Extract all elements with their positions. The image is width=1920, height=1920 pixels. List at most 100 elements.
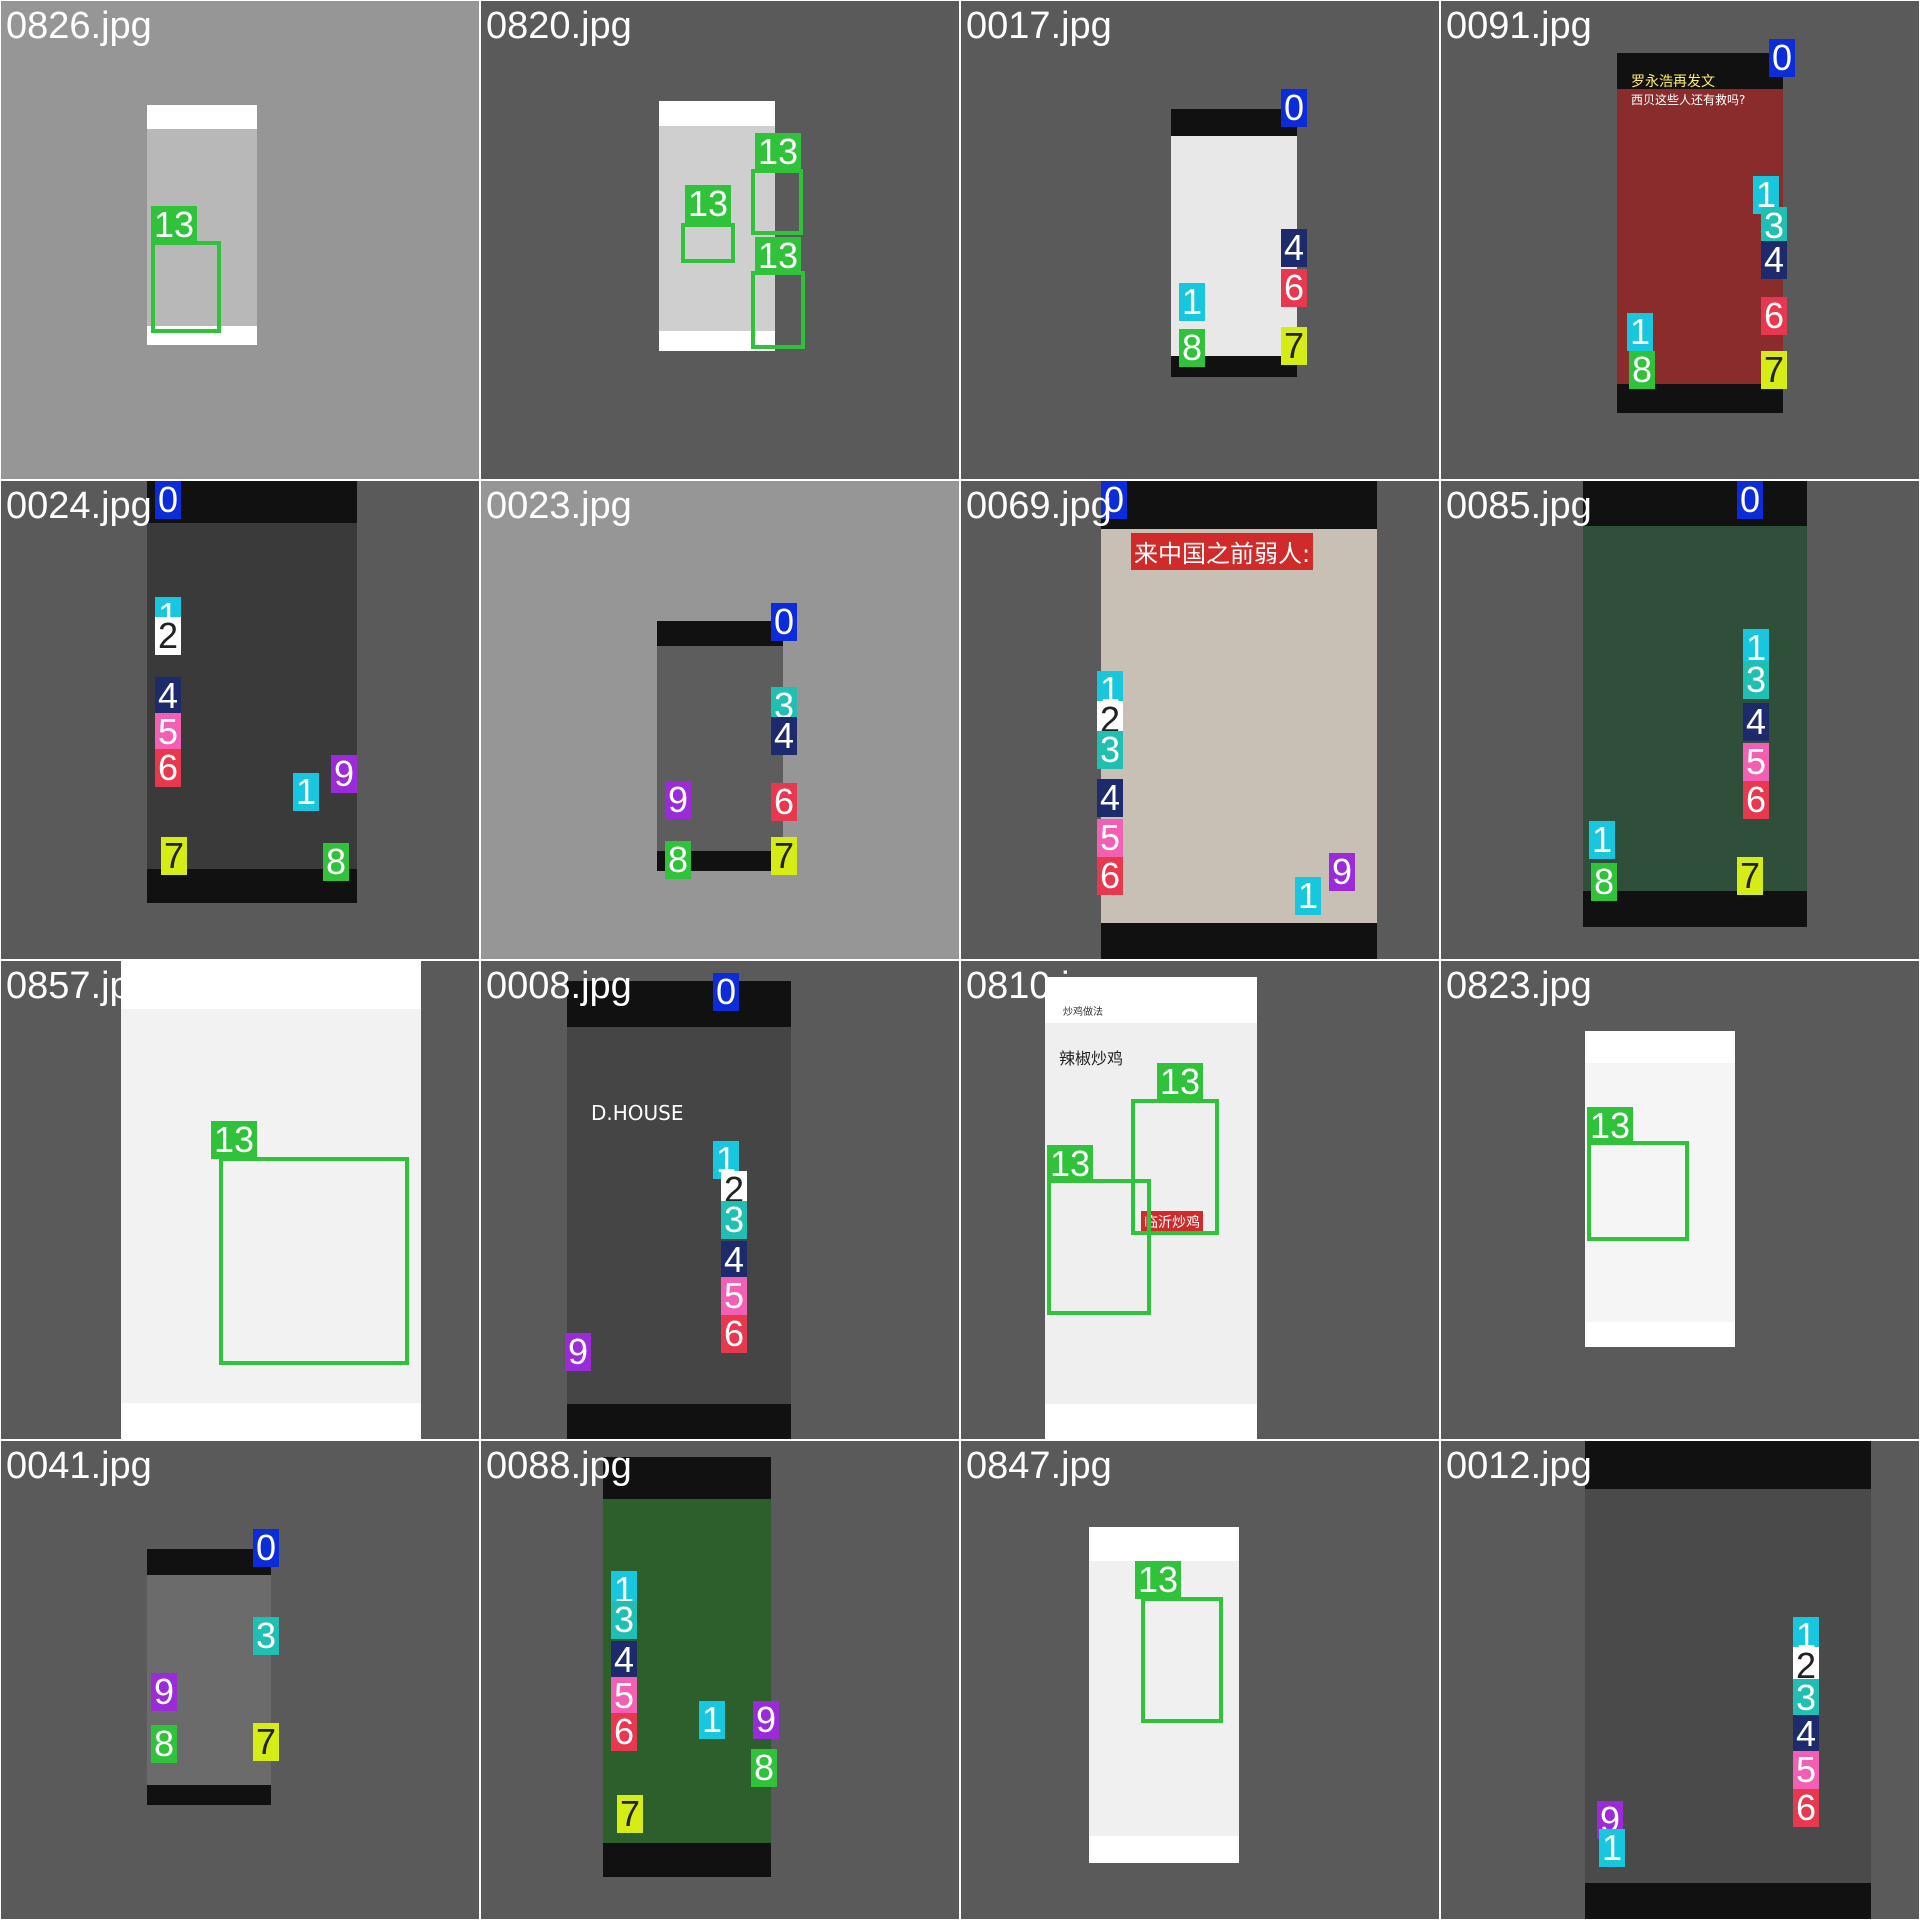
- class-label-badge: 0: [713, 973, 740, 1011]
- phone-screenshot: [1045, 977, 1257, 1439]
- file-name-label: 0085.jpg: [1446, 485, 1592, 527]
- phone-screenshot: [567, 981, 791, 1439]
- class-label-badge: 13: [1135, 1561, 1182, 1599]
- screenshot-tile: 13 0823.jpg: [1440, 960, 1920, 1440]
- class-label-badge: 5: [155, 713, 182, 751]
- class-label-badge: 8: [1591, 863, 1618, 901]
- class-label-badge: 13: [685, 185, 732, 223]
- status-bar: [1171, 109, 1297, 136]
- file-name-label: 0088.jpg: [486, 1445, 632, 1487]
- file-name-label: 0069.jpg: [966, 485, 1112, 527]
- class-label-badge: 3: [1743, 661, 1770, 699]
- detection-box: [1587, 1141, 1689, 1241]
- detection-box: [751, 271, 805, 349]
- bottom-nav-bar: [567, 1404, 791, 1439]
- bottom-nav-bar: [1583, 891, 1807, 927]
- class-label-badge: 4: [1761, 241, 1788, 279]
- status-bar: [659, 101, 775, 126]
- screenshot-tile: 0 1 2 4 5 6 9 1 7 8 0024.jpg: [0, 480, 480, 960]
- bottom-nav-bar: [121, 1402, 421, 1439]
- class-label-badge: 3: [1761, 207, 1788, 245]
- class-label-badge: 8: [665, 841, 692, 879]
- phone-screenshot: [147, 481, 357, 903]
- phone-screenshot: [121, 961, 421, 1439]
- class-label-badge: 4: [771, 717, 798, 755]
- class-label-badge: 9: [665, 781, 692, 819]
- bottom-nav-bar: [659, 331, 775, 351]
- class-label-badge: 6: [1743, 781, 1770, 819]
- screenshot-tile: 0 1 3 4 5 6 1 8 7 0085.jpg: [1440, 480, 1920, 960]
- class-label-badge: 0: [155, 481, 182, 519]
- screenshot-tile: 13 0847.jpg: [960, 1440, 1440, 1920]
- class-label-badge: 9: [565, 1333, 592, 1371]
- class-label-badge: 4: [1743, 703, 1770, 741]
- class-label-badge: 5: [1793, 1751, 1820, 1789]
- bottom-nav-bar: [1585, 1882, 1871, 1919]
- detection-box: [681, 223, 735, 263]
- phone-screenshot: [1617, 53, 1783, 413]
- class-label-badge: 8: [751, 1749, 778, 1787]
- status-bar: [121, 961, 421, 1009]
- status-bar: [603, 1457, 771, 1499]
- class-label-badge: 1: [1179, 283, 1206, 321]
- phone-screenshot: [1583, 481, 1807, 927]
- status-bar: [1089, 1527, 1239, 1561]
- class-label-badge: 4: [1793, 1715, 1820, 1753]
- screenshot-tile: 0 1 2 3 4 5 6 9 1 0069.jpg 来中国之前弱人:: [960, 480, 1440, 960]
- bottom-nav-bar: [1089, 1836, 1239, 1863]
- screenshot-tile: 1 3 4 5 6 7 9 1 8 0088.jpg: [480, 1440, 960, 1920]
- class-label-badge: 6: [721, 1315, 748, 1353]
- bottom-nav-bar: [147, 1784, 271, 1805]
- class-label-badge: 13: [211, 1121, 258, 1159]
- screen-caption: 临沂炒鸡: [1141, 1211, 1203, 1233]
- screen-caption: D.HOUSE: [591, 1101, 684, 1125]
- screen-caption: 西贝这些人还有救吗?: [1631, 93, 1746, 107]
- class-label-badge: 6: [1097, 857, 1124, 895]
- class-label-badge: 5: [1097, 819, 1124, 857]
- status-bar: [657, 621, 783, 646]
- class-label-badge: 13: [151, 206, 198, 244]
- class-label-badge: 1: [699, 1701, 726, 1739]
- class-label-badge: 8: [323, 843, 350, 881]
- screenshot-tile: 13 13 0810.jpg 炒鸡做法 辣椒炒鸡 临沂炒鸡: [960, 960, 1440, 1440]
- class-label-badge: 9: [1329, 853, 1356, 891]
- class-label-badge: 0: [253, 1529, 280, 1567]
- screenshot-tile: 13 0826.jpg: [0, 0, 480, 480]
- class-label-badge: 5: [721, 1277, 748, 1315]
- class-label-badge: 6: [771, 783, 798, 821]
- class-label-badge: 13: [1047, 1145, 1094, 1183]
- detection-box: [1131, 1099, 1219, 1235]
- class-label-badge: 0: [771, 603, 798, 641]
- screenshot-tile: 0 1 8 7 6 4 0017.jpg: [960, 0, 1440, 480]
- screenshot-tile: 0 3 4 6 9 8 7 0023.jpg: [480, 480, 960, 960]
- detection-box: [751, 169, 803, 235]
- class-label-badge: 4: [1281, 229, 1308, 267]
- class-label-badge: 3: [721, 1201, 748, 1239]
- class-label-badge: 0: [1281, 89, 1308, 127]
- class-label-badge: 1: [1743, 629, 1770, 667]
- file-name-label: 0826.jpg: [6, 5, 152, 47]
- class-label-badge: 13: [755, 133, 802, 171]
- file-name-label: 0017.jpg: [966, 5, 1112, 47]
- phone-screenshot: [1585, 1441, 1871, 1919]
- class-label-badge: 8: [1629, 351, 1656, 389]
- file-name-label: 0823.jpg: [1446, 965, 1592, 1007]
- detection-box: [151, 241, 221, 333]
- bottom-nav-bar: [1617, 384, 1783, 413]
- class-label-badge: 9: [331, 755, 358, 793]
- class-label-badge: 13: [1157, 1063, 1204, 1101]
- screen-caption: 罗永浩再发文: [1631, 74, 1715, 90]
- class-label-badge: 8: [1179, 329, 1206, 367]
- status-bar: [1583, 481, 1807, 526]
- class-label-badge: 1: [1627, 313, 1654, 351]
- file-name-label: 0024.jpg: [6, 485, 152, 527]
- class-label-badge: 4: [721, 1241, 748, 1279]
- class-label-badge: 2: [155, 617, 182, 655]
- class-label-badge: 8: [151, 1725, 178, 1763]
- class-label-badge: 3: [1793, 1679, 1820, 1717]
- bottom-nav-bar: [1045, 1403, 1257, 1439]
- phone-screenshot: [657, 621, 783, 871]
- detection-box: [219, 1157, 409, 1365]
- file-name-label: 0847.jpg: [966, 1445, 1112, 1487]
- class-label-badge: 4: [155, 677, 182, 715]
